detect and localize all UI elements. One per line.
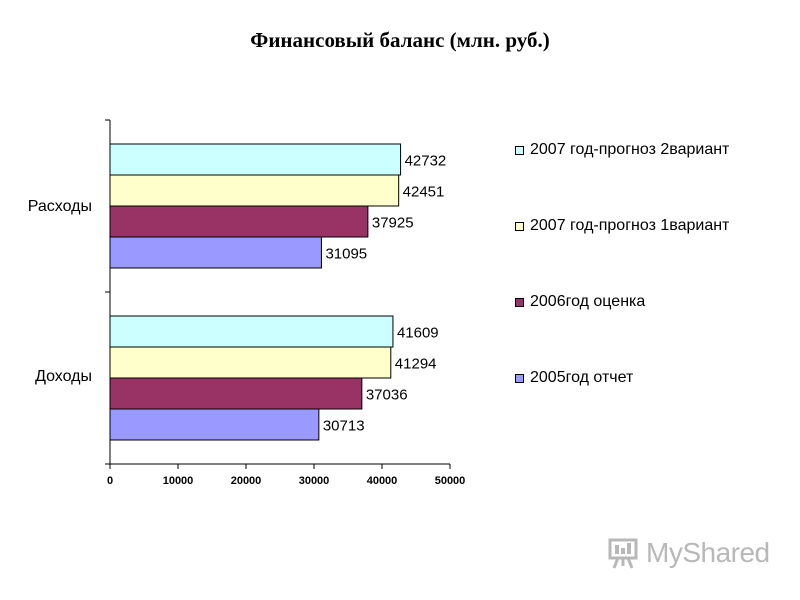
bar-value-label: 42732: [405, 153, 447, 170]
category-label-income: Доходы: [35, 368, 92, 385]
legend-item-2006-estimate: 2006год оценка: [515, 293, 645, 311]
chart-title: Финансовый баланс (млн. руб.): [250, 28, 550, 52]
presentation-board-icon: [608, 538, 638, 569]
bar-value-label: 41294: [395, 356, 437, 373]
legend-label: 2006год оценка: [530, 293, 646, 310]
bar: [109, 205, 369, 238]
bar: [109, 377, 363, 410]
legend-item-2007-forecast-2: 2007 год-прогноз 2вариант: [515, 141, 729, 159]
x-tick-label: 20000: [231, 475, 262, 487]
bar-value-label: 37925: [372, 215, 414, 232]
legend-item-2005-report: 2005год отчет: [515, 369, 633, 387]
x-tick-label: 50000: [435, 475, 466, 487]
bar-value-label: 31095: [325, 246, 367, 263]
chart-legend: 2007 год-прогноз 2вариант 2007 год-прогн…: [515, 0, 795, 600]
x-tick-label: 30000: [299, 475, 330, 487]
x-tick-label: 40000: [367, 475, 398, 487]
legend-swatch: [515, 221, 524, 231]
bar: [109, 346, 392, 379]
bar: [109, 315, 394, 348]
bar-value-label: 41609: [397, 325, 439, 342]
bar-value-label: 30713: [323, 418, 365, 435]
bar-value-label: 42451: [403, 184, 445, 201]
legend-swatch: [515, 145, 524, 155]
legend-label: 2005год отчет: [530, 369, 634, 386]
bar: [109, 236, 322, 269]
myshared-watermark: MyShared: [608, 536, 770, 570]
legend-swatch: [515, 373, 524, 383]
category-label-expenses: Расходы: [27, 198, 92, 215]
legend-label: 2007 год-прогноз 1вариант: [530, 217, 730, 234]
bar: [109, 143, 402, 176]
x-tick-label: 0: [107, 475, 113, 487]
watermark-text: MyShared: [646, 537, 770, 568]
bar: [109, 408, 320, 441]
legend-label: 2007 год-прогноз 2вариант: [530, 141, 730, 158]
x-tick-label: 10000: [163, 475, 194, 487]
bar: [109, 174, 400, 207]
legend-swatch: [515, 297, 524, 307]
bar-value-label: 37036: [366, 387, 408, 404]
legend-item-2007-forecast-1: 2007 год-прогноз 1вариант: [515, 217, 729, 235]
